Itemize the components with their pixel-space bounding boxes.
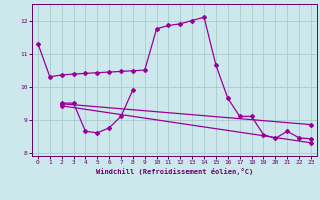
X-axis label: Windchill (Refroidissement éolien,°C): Windchill (Refroidissement éolien,°C) [96, 168, 253, 175]
